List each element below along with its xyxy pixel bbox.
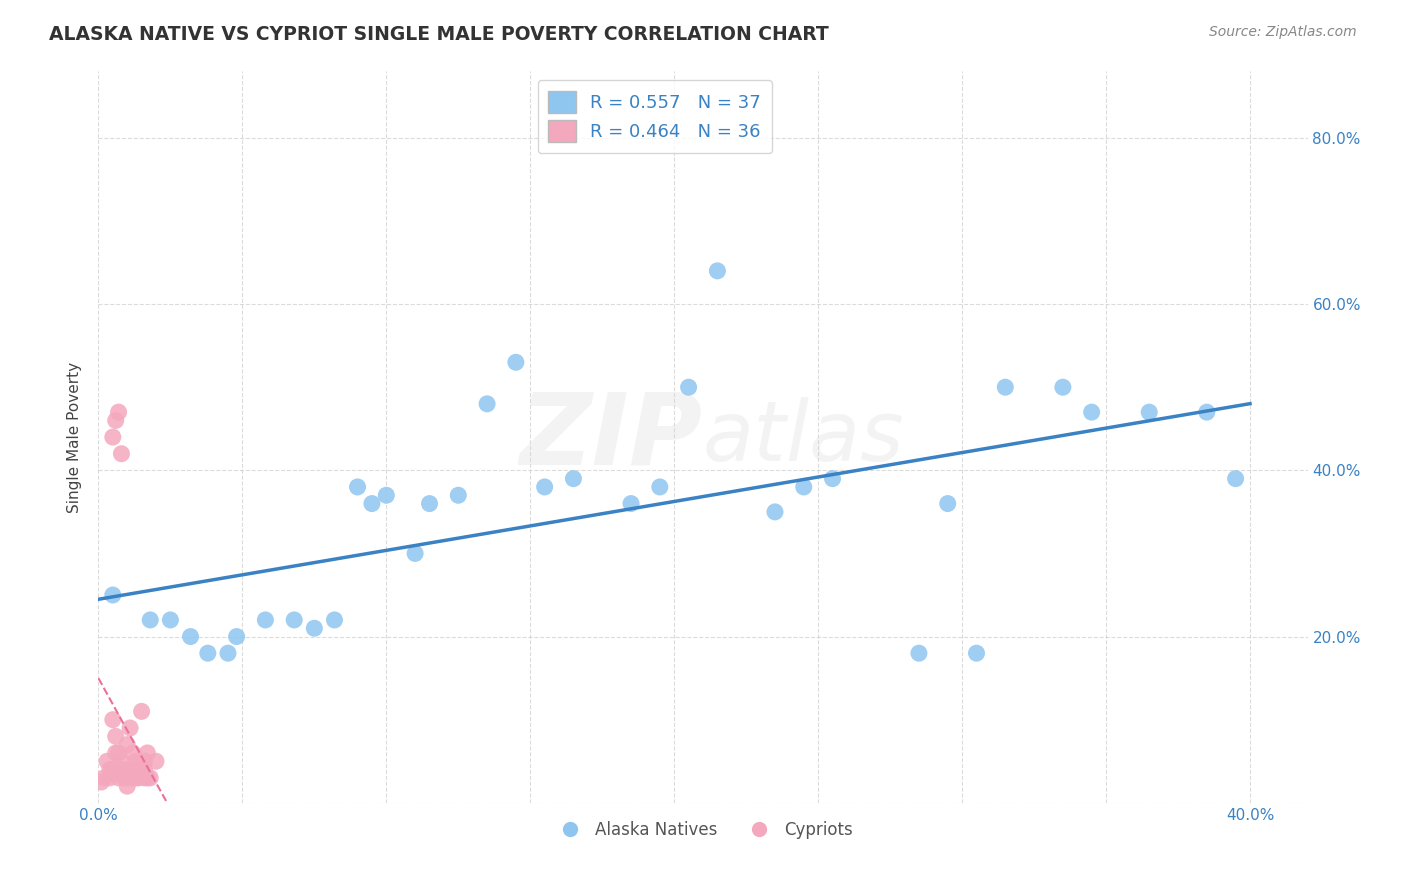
Point	[107, 746, 129, 760]
Point	[1052, 380, 1074, 394]
Point	[115, 738, 138, 752]
Point	[115, 771, 138, 785]
Point	[994, 380, 1017, 394]
Point	[304, 621, 326, 635]
Point	[134, 771, 156, 785]
Point	[936, 497, 959, 511]
Point	[404, 546, 426, 560]
Point	[1080, 405, 1102, 419]
Point	[225, 630, 247, 644]
Point	[128, 771, 150, 785]
Point	[447, 488, 470, 502]
Point	[763, 505, 786, 519]
Point	[96, 754, 118, 768]
Point	[104, 746, 127, 760]
Point	[145, 754, 167, 768]
Point	[1137, 405, 1160, 419]
Point	[120, 721, 142, 735]
Text: ALASKA NATIVE VS CYPRIOT SINGLE MALE POVERTY CORRELATION CHART: ALASKA NATIVE VS CYPRIOT SINGLE MALE POV…	[49, 25, 830, 44]
Point	[505, 355, 527, 369]
Point	[159, 613, 181, 627]
Point	[283, 613, 305, 627]
Point	[107, 771, 129, 785]
Point	[1225, 472, 1247, 486]
Point	[131, 705, 153, 719]
Point	[101, 588, 124, 602]
Point	[678, 380, 700, 394]
Legend: Alaska Natives, Cypriots: Alaska Natives, Cypriots	[547, 814, 859, 846]
Text: Source: ZipAtlas.com: Source: ZipAtlas.com	[1209, 25, 1357, 39]
Point	[197, 646, 219, 660]
Point	[101, 763, 124, 777]
Point	[361, 497, 384, 511]
Point	[346, 480, 368, 494]
Point	[110, 447, 132, 461]
Point	[98, 763, 121, 777]
Point	[104, 413, 127, 427]
Point	[562, 472, 585, 486]
Point	[101, 713, 124, 727]
Point	[821, 472, 844, 486]
Point	[533, 480, 555, 494]
Point	[101, 430, 124, 444]
Point	[217, 646, 239, 660]
Point	[180, 630, 202, 644]
Point	[136, 746, 159, 760]
Point	[120, 763, 142, 777]
Point	[648, 480, 671, 494]
Point	[112, 771, 135, 785]
Point	[112, 763, 135, 777]
Y-axis label: Single Male Poverty: Single Male Poverty	[67, 361, 83, 513]
Point	[115, 779, 138, 793]
Text: atlas: atlas	[703, 397, 904, 477]
Point	[125, 754, 148, 768]
Point	[90, 775, 112, 789]
Point	[793, 480, 815, 494]
Point	[139, 771, 162, 785]
Point	[418, 497, 440, 511]
Point	[110, 754, 132, 768]
Point	[122, 771, 145, 785]
Point	[122, 746, 145, 760]
Point	[136, 771, 159, 785]
Point	[125, 763, 148, 777]
Point	[128, 763, 150, 777]
Point	[1195, 405, 1218, 419]
Point	[966, 646, 988, 660]
Point	[706, 264, 728, 278]
Point	[908, 646, 931, 660]
Point	[254, 613, 277, 627]
Point	[620, 497, 643, 511]
Text: ZIP: ZIP	[520, 389, 703, 485]
Point	[475, 397, 498, 411]
Point	[139, 613, 162, 627]
Point	[110, 763, 132, 777]
Point	[107, 405, 129, 419]
Point	[104, 729, 127, 743]
Point	[125, 771, 148, 785]
Point	[131, 763, 153, 777]
Point	[93, 771, 115, 785]
Point	[323, 613, 346, 627]
Point	[134, 763, 156, 777]
Point	[375, 488, 398, 502]
Point	[134, 754, 156, 768]
Point	[98, 771, 121, 785]
